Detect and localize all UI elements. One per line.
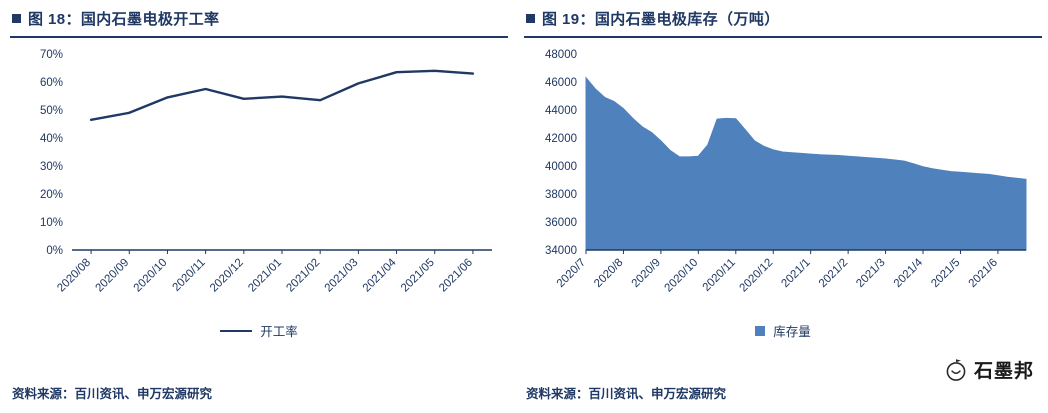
- svg-text:2021/06: 2021/06: [437, 257, 475, 295]
- svg-text:2020/09: 2020/09: [94, 257, 132, 295]
- svg-text:60%: 60%: [40, 77, 63, 89]
- svg-text:34000: 34000: [545, 245, 577, 257]
- svg-text:2021/01: 2021/01: [246, 257, 284, 295]
- svg-text:40%: 40%: [40, 133, 63, 145]
- svg-text:2020/9: 2020/9: [630, 257, 663, 290]
- svg-text:2021/05: 2021/05: [399, 257, 437, 295]
- figure-19-panel: 图 19：国内石墨电极库存（万吨） 34000 36000 38000 40000 42…: [524, 6, 1042, 408]
- figure-19-header: 图 19：国内石墨电极库存（万吨）: [524, 6, 1042, 38]
- svg-text:38000: 38000: [545, 189, 577, 201]
- svg-text:50%: 50%: [40, 105, 63, 117]
- svg-text:36000: 36000: [545, 217, 577, 229]
- svg-text:2020/11: 2020/11: [170, 257, 207, 294]
- svg-text:30%: 30%: [40, 161, 63, 173]
- operating-rate-legend-label: 开工率: [260, 325, 298, 339]
- svg-text:20%: 20%: [40, 189, 63, 201]
- shimobang-logo-icon: [946, 358, 966, 381]
- svg-text:40000: 40000: [545, 161, 577, 173]
- svg-text:2020/11: 2020/11: [701, 257, 738, 294]
- inventory-chart: 34000 36000 38000 40000 42000 44000 46000 48000…: [545, 49, 1027, 295]
- operating-rate-legend: 开工率: [10, 321, 508, 340]
- svg-text:2021/02: 2021/02: [284, 257, 322, 295]
- inventory-chart-area: 34000 36000 38000 40000 42000 44000 46000 48000…: [524, 42, 1042, 319]
- inventory-legend: 库存量: [524, 321, 1042, 340]
- operating-rate-chart: 0%10%20%30%40%50%60%70%2020/08 2020/09 202…: [40, 49, 492, 295]
- svg-text:2020/8: 2020/8: [592, 257, 625, 290]
- shimobang-logo-text: 石墨邦: [973, 361, 1034, 382]
- svg-text:2021/2: 2021/2: [817, 257, 850, 290]
- svg-text:2020/10: 2020/10: [663, 257, 701, 295]
- svg-text:2021/5: 2021/5: [929, 257, 962, 290]
- svg-text:2021/3: 2021/3: [854, 257, 887, 290]
- svg-text:70%: 70%: [40, 49, 63, 61]
- svg-text:42000: 42000: [545, 133, 577, 145]
- svg-text:2021/6: 2021/6: [967, 257, 1000, 290]
- figure-19-title: 图 19：国内石墨电极库存（万吨）: [542, 11, 780, 28]
- figure-18-panel: 图 18：国内石墨电极开工率 0% 10% 20% 30% 40% 50% 60% 70% 20…: [10, 6, 508, 408]
- svg-text:2021/4: 2021/4: [892, 256, 926, 290]
- svg-text:2020/12: 2020/12: [737, 257, 775, 295]
- title-bullet-icon: [526, 14, 535, 23]
- line-legend-swatch-icon: [220, 329, 253, 332]
- figure-18-title: 图 18：国内石墨电极开工率: [28, 11, 220, 28]
- operating-rate-chart-area: 0% 10% 20% 30% 40% 50% 60% 70% 2020/08 2020/09 202…: [10, 42, 508, 319]
- inventory-legend-label: 库存量: [773, 325, 811, 339]
- title-bullet-icon: [12, 14, 21, 23]
- area-legend-swatch-icon: [755, 325, 766, 336]
- figure-18-source: 资料来源：百川资讯、申万宏源研究: [12, 387, 213, 401]
- svg-text:2020/10: 2020/10: [132, 257, 170, 295]
- svg-text:46000: 46000: [545, 77, 577, 89]
- svg-text:2021/1: 2021/1: [779, 257, 812, 290]
- svg-text:2021/04: 2021/04: [361, 256, 399, 294]
- svg-text:2020/12: 2020/12: [208, 257, 246, 295]
- svg-text:0%: 0%: [46, 245, 63, 257]
- svg-text:10%: 10%: [40, 217, 63, 229]
- svg-text:2020/08: 2020/08: [55, 257, 93, 295]
- svg-text:2020/7: 2020/7: [555, 257, 588, 290]
- figure-19-source: 资料来源：百川资讯、申万宏源研究: [526, 387, 727, 401]
- svg-text:48000: 48000: [545, 49, 577, 61]
- shimobang-logo: 石墨邦: [944, 356, 1034, 383]
- figure-18-header: 图 18：国内石墨电极开工率: [10, 6, 508, 38]
- svg-text:44000: 44000: [545, 105, 577, 117]
- svg-text:2021/03: 2021/03: [323, 257, 361, 295]
